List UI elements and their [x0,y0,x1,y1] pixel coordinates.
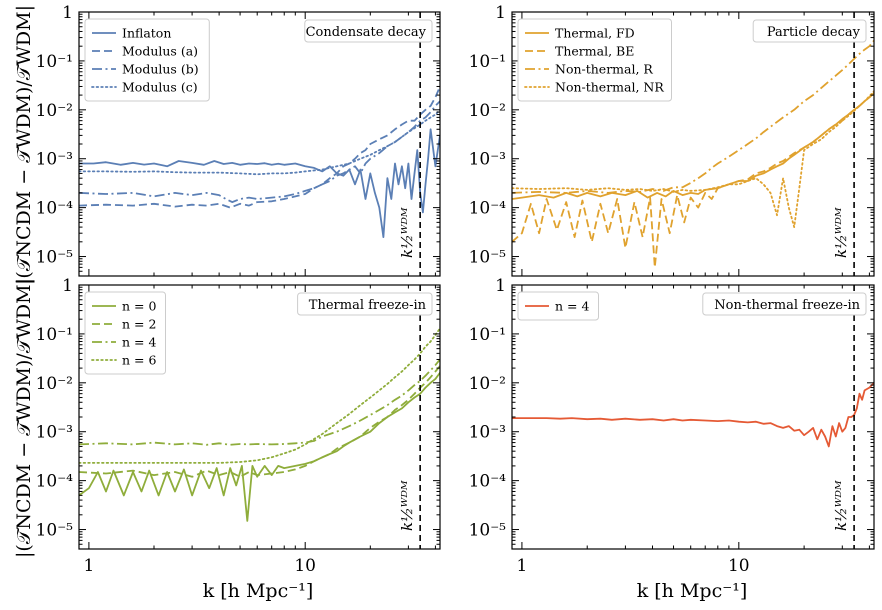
legend-entry-2: Non-thermal, R [555,62,653,77]
y-tick-label: 10⁻⁴ [469,199,507,219]
series-line-0 [79,128,440,239]
legend-box [517,18,672,102]
panel-thermal-freeze-in: k½ᵂᴰᴹ 10⁻⁵ 10⁻⁴ 10⁻³ 10⁻² 10⁻¹ 1 1 10 Thermal fre… [36,276,441,576]
series-line-3 [79,108,440,176]
series-line-2 [79,100,440,204]
k-half-wdm-label: k½ᵂᴰᴹ [832,480,850,531]
y-axis-label-text: |(𝒯NCDM − 𝒯WDM)/𝒯WDM| [13,278,35,558]
panel-title-box [297,292,433,316]
series-line-0 [79,372,440,522]
panel-condensate-decay: k½ᵂᴰᴹ 10⁻⁵ 10⁻⁴ 10⁻³ 10⁻² 10⁻¹ 1 Condensate dec… [36,3,441,277]
y-tick-label: 10⁻¹ [469,325,506,345]
legend-entry-3: n = 6 [122,353,156,368]
y-tick-label: 10⁻² [469,374,506,394]
y-tick-label: 10⁻¹ [36,325,73,345]
x-tick-label: 10 [294,556,316,576]
legend: n = 0 n = 2 n = 4 n = 6 [84,291,166,375]
legend-entry-2: n = 4 [122,335,156,350]
y-tick-label: 10⁻² [36,374,73,394]
legend-entry-3: Modulus (c) [122,80,198,95]
legend-box [84,291,166,375]
series-group [512,40,874,269]
x-tick-label: 1 [83,556,94,576]
y-axis-label-top: |(𝒯NCDM − 𝒯WDM)/𝒯WDM| [13,5,35,285]
legend-entry-0: Thermal, FD [555,26,635,41]
panel-title: Particle decay [767,25,861,40]
y-tick-label: 10⁻³ [36,150,73,170]
series-line-0 [512,92,874,200]
series-line-3 [512,90,874,229]
series-group [79,86,440,239]
panel-title: Thermal freeze-in [309,298,427,313]
y-tick-label: 10⁻³ [36,423,73,443]
y-tick-label: 10⁻⁴ [469,472,507,492]
panel-particle-decay: k½ᵂᴰᴹ 10⁻⁵ 10⁻⁴ 10⁻³ 10⁻² 10⁻¹ 1 Particle decay… [469,3,875,277]
series-line-3 [79,327,440,464]
y-tick-label: 10⁻¹ [469,52,506,72]
legend-box [517,291,599,321]
y-tick-label: 10⁻⁵ [469,521,507,541]
legend-entry-0: n = 0 [122,299,156,314]
y-tick-label: 10⁻¹ [36,52,73,72]
legend-entry-2: Modulus (b) [122,62,199,77]
y-tick-label: 10⁻⁵ [36,248,74,268]
panel-title: Non-thermal freeze-in [714,298,860,313]
series-line-1 [79,86,440,209]
panel-title-box [702,292,867,316]
x-axis-label-left: k [h Mpc⁻¹] [203,580,314,602]
y-tick-label: 1 [62,276,73,296]
legend-entry-1: n = 2 [122,317,156,332]
series-group [79,327,440,522]
y-tick-label: 1 [495,276,506,296]
legend-box [84,18,210,102]
y-tick-label: 10⁻³ [469,150,506,170]
legend: Inflaton Modulus (a) Modulus (b) Modulus (c… [84,18,210,102]
y-tick-label: 10⁻³ [469,423,506,443]
series-group [512,382,874,448]
x-axis-label-right: k [h Mpc⁻¹] [637,580,748,602]
y-axis-label-bottom: |(𝒯NCDM − 𝒯WDM)/𝒯WDM| [13,278,35,558]
legend: n = 4 [517,291,599,321]
y-axis-label-text: |(𝒯NCDM − 𝒯WDM)/𝒯WDM| [13,5,35,285]
x-tick-label: 1 [517,556,528,576]
series-line-0 [512,382,874,448]
legend-entry-1: Modulus (a) [122,44,198,59]
axes-frame [511,284,875,550]
legend-entry-1: Thermal, BE [555,44,634,59]
legend-entry-3: Non-thermal, NR [555,80,664,95]
k-half-wdm-label: k½ᵂᴰᴹ [398,207,416,258]
panel-title-box [752,19,867,43]
y-tick-label: 10⁻⁵ [36,521,74,541]
series-line-1 [79,365,440,478]
y-tick-label: 10⁻⁴ [36,472,74,492]
legend-entry-0: Inflaton [122,26,171,41]
k-half-wdm-label: k½ᵂᴰᴹ [832,207,850,258]
legend: Thermal, FD Thermal, BE Non-thermal, R Non-… [517,18,672,102]
y-tick-label: 10⁻⁴ [36,199,74,219]
y-tick-label: 1 [495,3,506,23]
series-line-2 [79,358,440,446]
series-line-1 [512,92,874,269]
x-tick-label: 10 [728,556,750,576]
y-tick-label: 10⁻⁵ [469,248,507,268]
k-half-wdm-label: k½ᵂᴰᴹ [398,480,416,531]
panel-title: Condensate decay [306,25,427,40]
y-tick-label: 10⁻² [469,101,506,121]
panel-title-box [304,19,433,43]
panel-non-thermal-freeze-in: k½ᵂᴰᴹ 10⁻⁵ 10⁻⁴ 10⁻³ 10⁻² 10⁻¹ 1 1 10 Non-thermal… [469,276,875,576]
legend-entry-0: n = 4 [555,299,589,314]
y-tick-label: 10⁻² [36,101,73,121]
y-tick-label: 1 [62,3,73,23]
